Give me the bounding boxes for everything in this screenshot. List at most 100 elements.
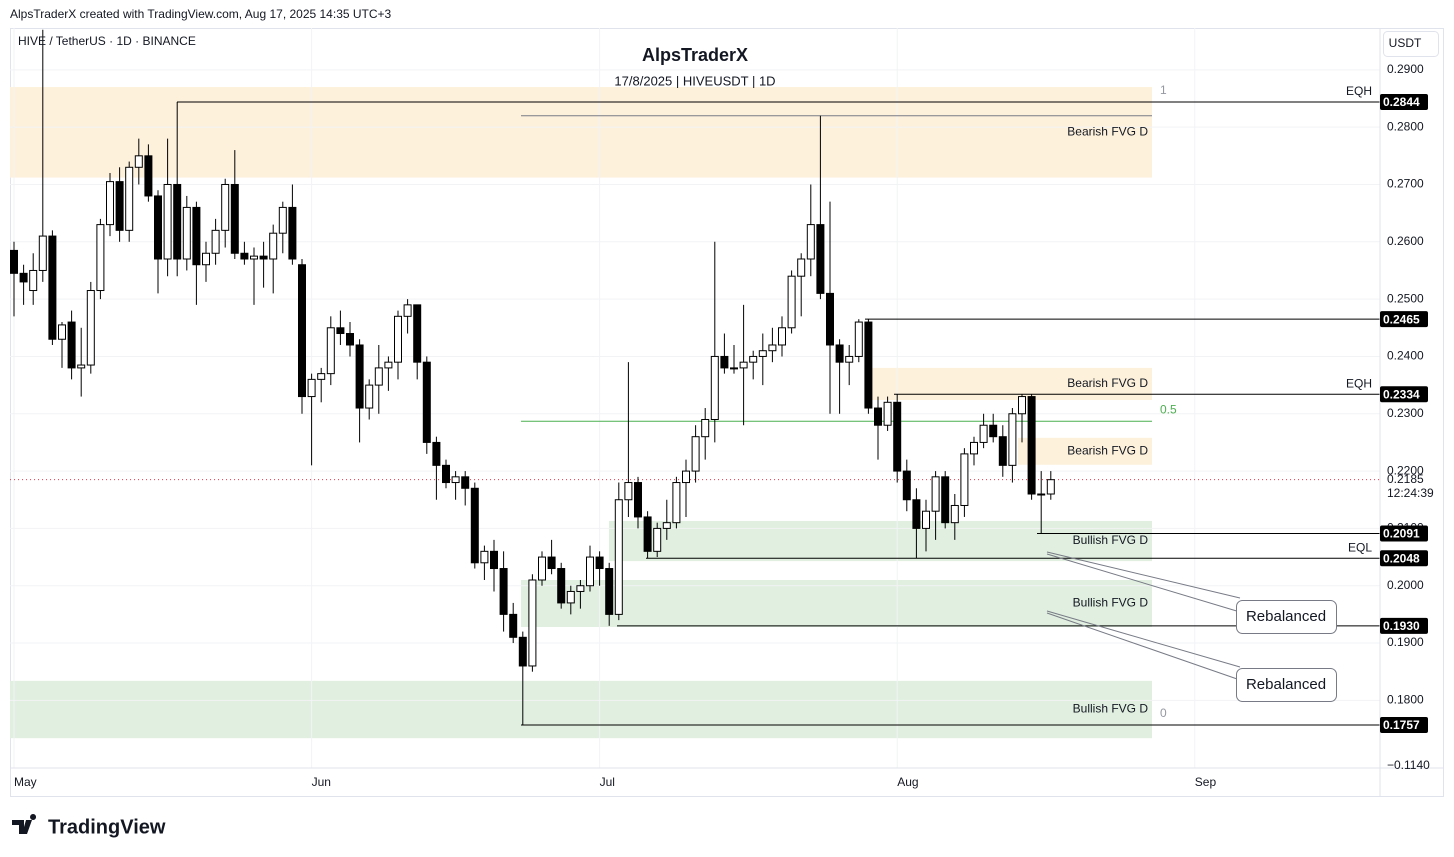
candle-body <box>307 378 316 398</box>
candle-body <box>298 264 306 398</box>
logo-mark <box>12 814 37 834</box>
candle-body <box>432 441 441 466</box>
x-tick-label: May <box>14 775 37 789</box>
candle-body <box>874 407 882 426</box>
level-tag: EQL <box>1348 540 1372 554</box>
candle-body <box>288 206 297 260</box>
candle-body <box>931 476 940 512</box>
candle-body <box>730 367 738 370</box>
candle-body <box>461 476 470 489</box>
candle-body <box>643 516 652 552</box>
candle-body <box>77 364 86 369</box>
zone-label: Bearish FVG D <box>1067 376 1148 390</box>
candle-body <box>211 229 220 254</box>
candle-body <box>576 585 585 592</box>
candle-body <box>605 568 614 615</box>
zone-label: Bullish FVG D <box>1073 596 1149 610</box>
candle-body <box>845 355 854 363</box>
currency: USDT <box>1389 36 1422 50</box>
callout-line <box>1046 610 1241 681</box>
level-box <box>1380 386 1428 403</box>
candle-body <box>547 556 556 570</box>
fvg-zone <box>10 87 1152 178</box>
callouts <box>1046 551 1337 702</box>
candle-body <box>586 556 594 587</box>
candle-body <box>240 252 249 260</box>
candle-body <box>384 361 393 369</box>
candle-body <box>922 510 930 529</box>
zone-label: Bearish FVG D <box>1067 443 1148 457</box>
candle-body <box>259 255 268 260</box>
last-price-label: 0.2185 <box>1387 472 1424 486</box>
y-tick-label: 0.2200 <box>1387 463 1424 477</box>
logo: TradingView <box>12 814 166 838</box>
candle-body <box>768 344 777 352</box>
candle-body <box>682 470 690 484</box>
candle-body <box>336 327 345 335</box>
fvg-zone <box>10 680 1152 739</box>
candle-body <box>835 344 844 363</box>
level-label: 0.2334 <box>1383 387 1420 401</box>
candle-body <box>230 183 239 254</box>
candle-body <box>979 424 988 443</box>
candle-body <box>499 568 508 615</box>
fib-label: 0.5 <box>1160 402 1177 416</box>
candle-body <box>490 550 498 570</box>
y-tick-label: 0.2800 <box>1387 119 1424 133</box>
candle-body <box>470 487 479 564</box>
currency-button[interactable] <box>1383 31 1439 57</box>
candle-body <box>29 269 38 292</box>
footer: TradingView <box>48 816 166 838</box>
candle-body <box>989 424 998 438</box>
candle-body <box>422 361 431 443</box>
level-box <box>1380 311 1428 328</box>
fib-label: 0 <box>1160 706 1167 720</box>
level-label: 0.1930 <box>1383 619 1420 633</box>
candle-body <box>202 252 210 266</box>
candle-body <box>326 327 335 375</box>
candle-body <box>173 183 182 260</box>
candle-body <box>739 361 748 369</box>
candle-body <box>998 436 1007 466</box>
fvg-zone <box>521 579 1152 627</box>
candle-body <box>701 418 710 438</box>
candle-body <box>278 206 287 234</box>
candle-body <box>1008 413 1017 466</box>
annotation: Rebalanced <box>1246 608 1326 625</box>
candle-body <box>317 373 326 380</box>
candle-body <box>816 224 825 294</box>
candle-body <box>797 258 806 277</box>
candle-body <box>749 355 758 363</box>
candle-body <box>691 436 700 472</box>
candle-body <box>355 344 364 409</box>
candle-body <box>115 181 124 231</box>
lines: Bearish FVG D Bearish FVG D Bearish FVG D B… <box>10 83 1380 726</box>
x-tick-label: Jun <box>312 775 331 789</box>
x-tick-label: Jul <box>600 775 615 789</box>
header: AlpsTraderX created with TradingView.com… <box>10 7 392 21</box>
candle-body <box>182 206 191 260</box>
candle-body <box>48 235 57 340</box>
candle-body <box>806 224 815 260</box>
chart-title: AlpsTraderX <box>642 45 748 65</box>
candle-body <box>518 636 527 667</box>
callout-line <box>1046 551 1241 613</box>
y-tick-label: 0.2600 <box>1387 234 1424 248</box>
candle-body <box>893 401 902 472</box>
candle-body <box>86 290 95 366</box>
y-tick-label: 0.1900 <box>1387 635 1424 649</box>
candle-body <box>134 155 143 168</box>
candles <box>10 29 1055 726</box>
candle-body <box>566 590 575 604</box>
y-tick-label: 0.2000 <box>1387 578 1424 592</box>
candle-body <box>778 327 786 346</box>
candle-body <box>125 166 134 231</box>
candle-body <box>1037 493 1046 496</box>
candle-body <box>10 249 18 274</box>
candle-body <box>38 235 47 271</box>
zone-label: Bullish FVG D <box>1073 702 1149 716</box>
candle-body <box>950 504 959 524</box>
candle-body <box>960 453 969 506</box>
candle-body <box>1018 396 1026 415</box>
y-tick-label: 0.2700 <box>1387 177 1424 191</box>
